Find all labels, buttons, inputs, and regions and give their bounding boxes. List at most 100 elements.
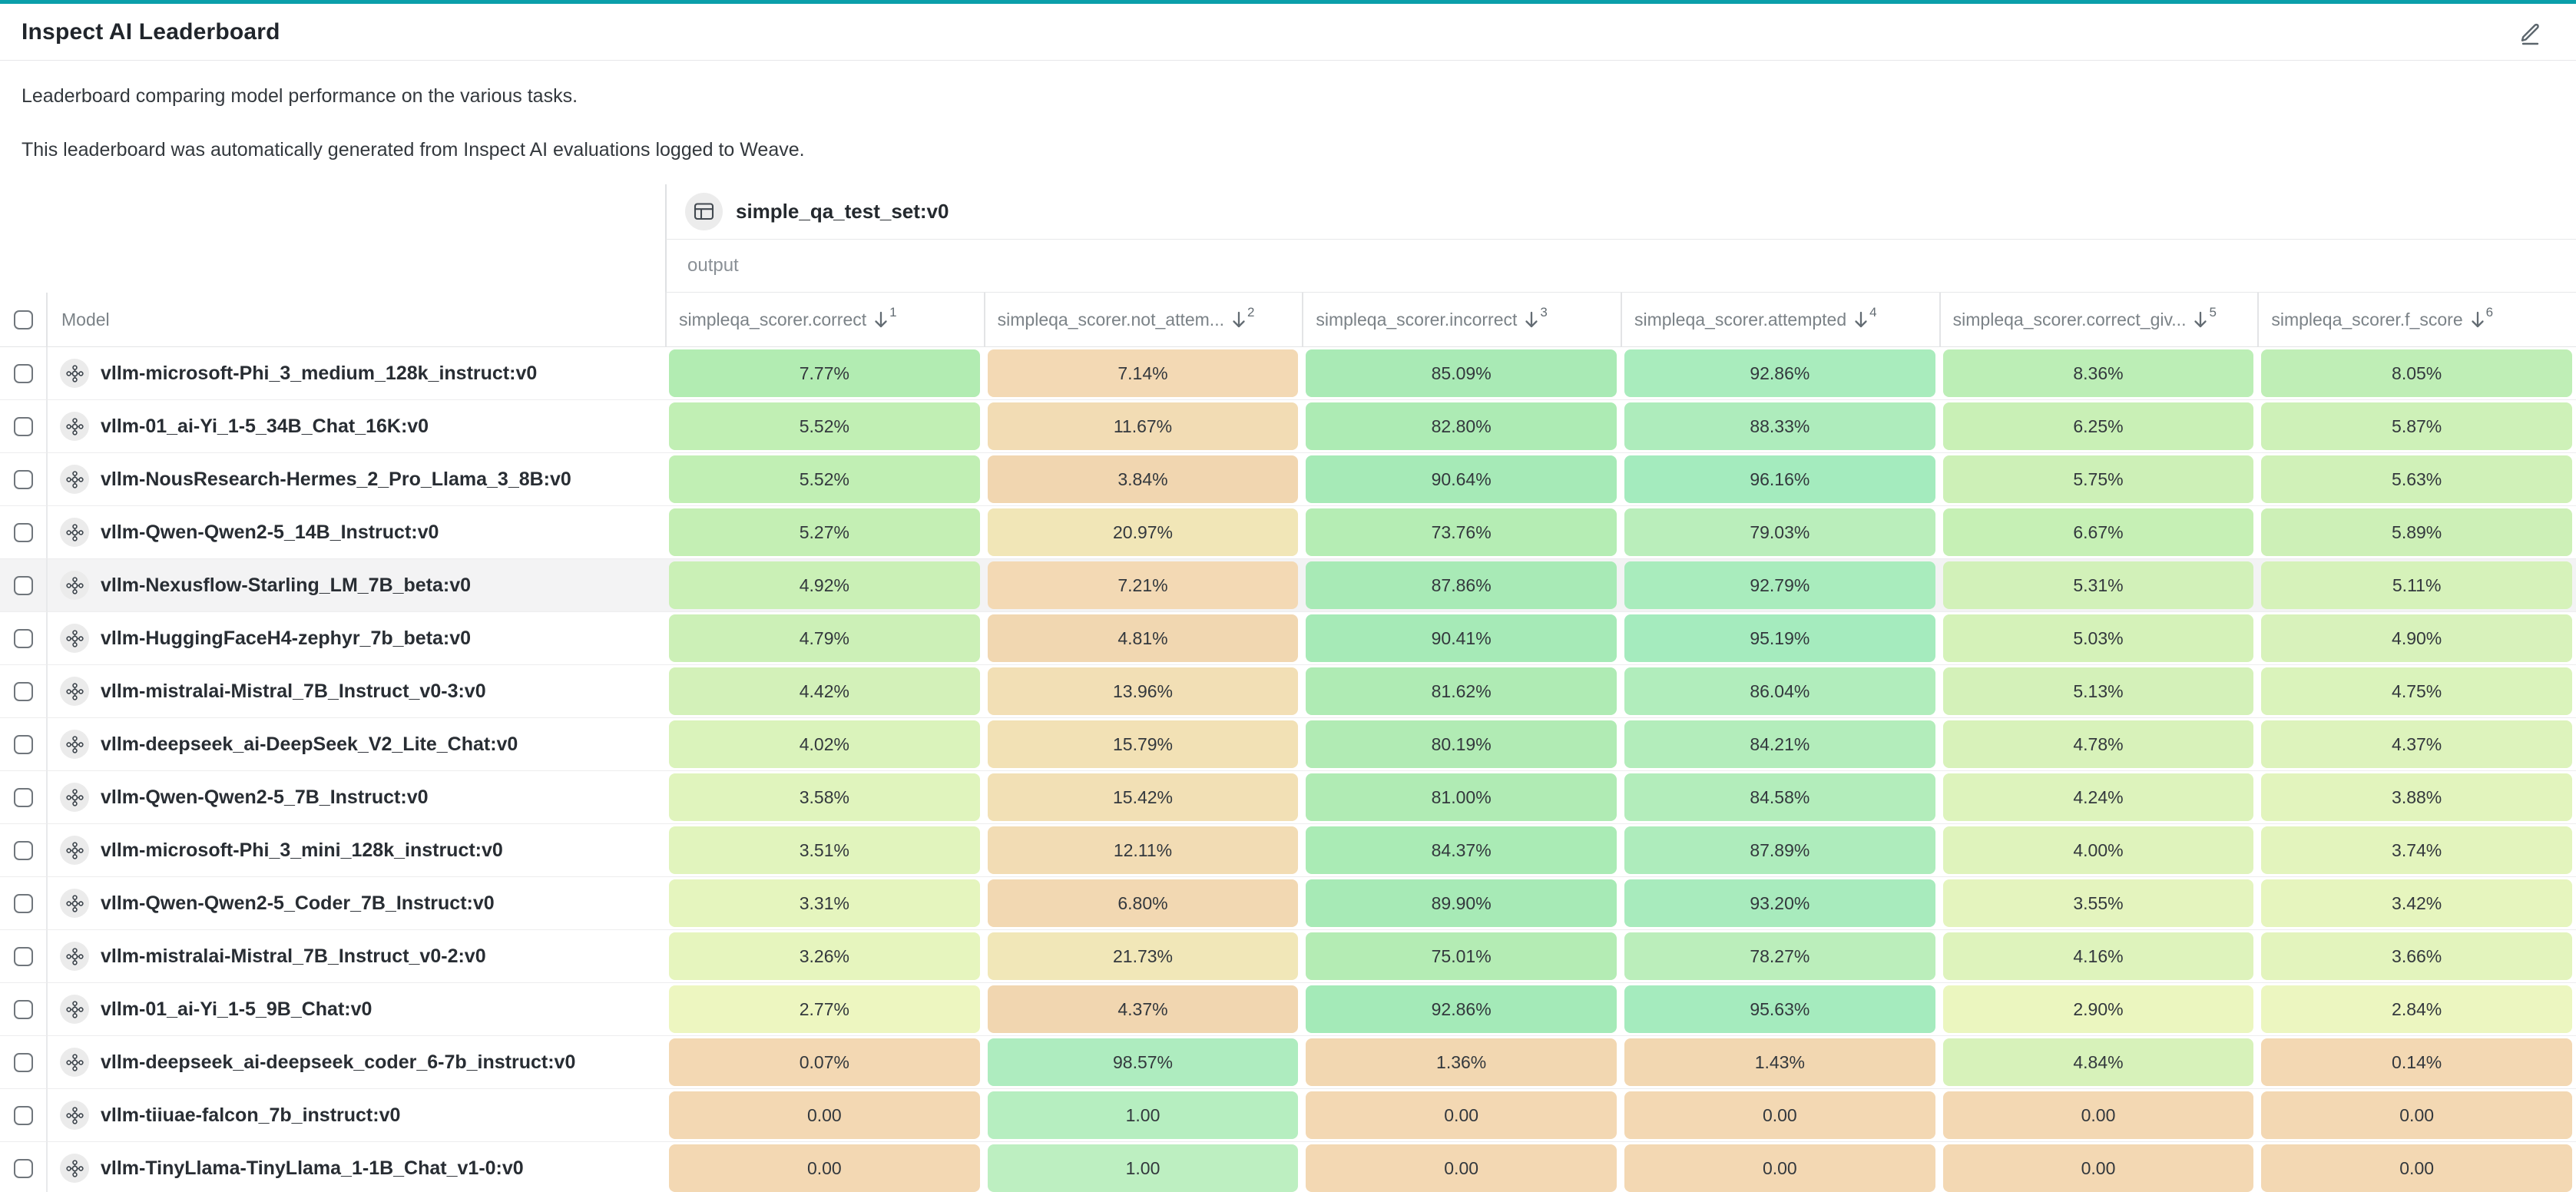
metric-value-chip: 6.25%: [1942, 402, 2254, 450]
metric-value-chip: 0.00: [1624, 1091, 1935, 1139]
metric-value-cell: 0.00: [1621, 1142, 1939, 1192]
model-cell[interactable]: vllm-01_ai-Yi_1-5_9B_Chat:v0: [48, 983, 665, 1036]
pencil-icon: [2516, 18, 2544, 46]
sort-indicator[interactable]: 2: [1230, 305, 1254, 330]
metric-value-chip: 0.00: [669, 1144, 980, 1192]
metric-column-header-1[interactable]: simpleqa_scorer.correct 1: [665, 293, 984, 347]
row-checkbox[interactable]: [13, 999, 33, 1019]
model-cell[interactable]: vllm-deepseek_ai-DeepSeek_V2_Lite_Chat:v…: [48, 718, 665, 771]
row-checkbox[interactable]: [13, 787, 33, 807]
metric-value-cell: 5.52%: [665, 453, 984, 506]
metric-value-chip: 4.02%: [669, 720, 980, 768]
metric-value-cell: 4.78%: [1939, 718, 2258, 771]
metric-value-cell: 3.74%: [2257, 824, 2576, 877]
sort-indicator[interactable]: 3: [1523, 305, 1548, 330]
model-name: vllm-deepseek_ai-DeepSeek_V2_Lite_Chat:v…: [101, 733, 518, 755]
sort-order-number: 1: [889, 304, 897, 320]
metric-value-chip: 5.31%: [1942, 561, 2254, 609]
metric-value-chip: 96.16%: [1624, 455, 1935, 503]
metric-value-chip: 4.84%: [1942, 1038, 2254, 1086]
model-cell[interactable]: vllm-01_ai-Yi_1-5_34B_Chat_16K:v0: [48, 400, 665, 453]
model-icon-circle: [60, 995, 89, 1024]
row-checkbox[interactable]: [13, 681, 33, 701]
select-all-checkbox[interactable]: [13, 310, 33, 329]
model-name: vllm-Qwen-Qwen2-5_14B_Instruct:v0: [101, 521, 439, 543]
row-checkbox[interactable]: [13, 363, 33, 383]
metric-value-cell: 6.80%: [983, 877, 1303, 930]
metric-value-chip: 4.75%: [2261, 667, 2572, 715]
metric-value-cell: 4.79%: [665, 612, 984, 665]
metric-value-cell: 78.27%: [1620, 930, 1939, 983]
sort-indicator[interactable]: 1: [872, 305, 897, 330]
metric-value-chip: 7.77%: [669, 349, 980, 397]
row-checkbox[interactable]: [13, 734, 33, 754]
metric-value-chip: 7.21%: [987, 561, 1299, 609]
model-cell[interactable]: vllm-NousResearch-Hermes_2_Pro_Llama_3_8…: [48, 453, 665, 506]
metric-value-chip: 4.78%: [1942, 720, 2254, 768]
model-cell[interactable]: vllm-tiiuae-falcon_7b_instruct:v0: [48, 1089, 665, 1142]
metric-value-cell: 6.67%: [1939, 506, 2258, 559]
row-checkbox[interactable]: [13, 1052, 33, 1072]
row-checkbox[interactable]: [13, 946, 33, 966]
metric-value-cell: 7.14%: [983, 347, 1303, 400]
sort-indicator[interactable]: 4: [1853, 305, 1877, 330]
model-cell[interactable]: vllm-Nexusflow-Starling_LM_7B_beta:v0: [48, 559, 665, 612]
metric-value-cell: 0.14%: [2257, 1036, 2576, 1089]
metric-column-header-6[interactable]: simpleqa_scorer.f_score 6: [2257, 293, 2576, 347]
sort-indicator[interactable]: 5: [2192, 305, 2217, 330]
metric-value-cell: 6.25%: [1939, 400, 2258, 453]
row-checkbox[interactable]: [13, 1158, 33, 1178]
metric-value-chip: 13.96%: [987, 667, 1299, 715]
model-column-header[interactable]: Model: [48, 293, 665, 347]
model-icon: [65, 682, 84, 700]
sort-desc-arrow-icon: [1523, 310, 1540, 330]
metric-value-chip: 0.00: [1942, 1144, 2254, 1192]
metric-value-cell: 0.00: [2257, 1089, 2576, 1142]
model-cell[interactable]: vllm-Qwen-Qwen2-5_Coder_7B_Instruct:v0: [48, 877, 665, 930]
metric-value-cell: 0.07%: [665, 1036, 984, 1089]
model-icon: [65, 523, 84, 541]
dataset-label: simple_qa_test_set:v0: [736, 200, 949, 223]
metric-value-chip: 87.86%: [1306, 561, 1617, 609]
model-cell[interactable]: vllm-microsoft-Phi_3_mini_128k_instruct:…: [48, 824, 665, 877]
row-checkbox[interactable]: [13, 1105, 33, 1125]
metric-column-header-3[interactable]: simpleqa_scorer.incorrect 3: [1302, 293, 1621, 347]
metric-column-header-2[interactable]: simpleqa_scorer.not_attem... 2: [983, 293, 1303, 347]
dataset-group-header[interactable]: simple_qa_test_set:v0: [665, 184, 2576, 240]
row-checkbox[interactable]: [13, 416, 33, 436]
row-checkbox[interactable]: [13, 840, 33, 860]
model-icon: [65, 1159, 84, 1177]
model-cell[interactable]: vllm-TinyLlama-TinyLlama_1-1B_Chat_v1-0:…: [48, 1142, 665, 1192]
row-checkbox[interactable]: [13, 893, 33, 913]
metric-value-cell: 8.36%: [1939, 347, 2258, 400]
metric-value-cell: 4.37%: [983, 983, 1303, 1036]
model-icon-circle: [60, 624, 89, 653]
row-checkbox[interactable]: [13, 522, 33, 542]
metric-value-chip: 5.89%: [2261, 508, 2572, 556]
model-icon: [65, 364, 84, 382]
sort-indicator[interactable]: 6: [2469, 305, 2493, 330]
model-name: vllm-microsoft-Phi_3_medium_128k_instruc…: [101, 362, 538, 384]
metric-value-cell: 0.00: [1939, 1142, 2258, 1192]
model-cell[interactable]: vllm-microsoft-Phi_3_medium_128k_instruc…: [48, 347, 665, 400]
metric-value-chip: 0.00: [1306, 1144, 1617, 1192]
metric-value-cell: 0.00: [1620, 1089, 1939, 1142]
row-checkbox[interactable]: [13, 575, 33, 595]
metric-value-cell: 92.86%: [1620, 347, 1939, 400]
metric-value-cell: 8.05%: [2257, 347, 2576, 400]
edit-leaderboard-button[interactable]: [2513, 15, 2547, 49]
model-icon: [65, 417, 84, 435]
model-cell[interactable]: vllm-deepseek_ai-deepseek_coder_6-7b_ins…: [48, 1036, 665, 1089]
model-cell[interactable]: vllm-mistralai-Mistral_7B_Instruct_v0-3:…: [48, 665, 665, 718]
metric-value-chip: 0.14%: [2261, 1038, 2572, 1086]
model-cell[interactable]: vllm-Qwen-Qwen2-5_14B_Instruct:v0: [48, 506, 665, 559]
metric-column-header-5[interactable]: simpleqa_scorer.correct_giv... 5: [1939, 293, 2258, 347]
row-checkbox[interactable]: [13, 469, 33, 489]
model-cell[interactable]: vllm-HuggingFaceH4-zephyr_7b_beta:v0: [48, 612, 665, 665]
model-cell[interactable]: vllm-mistralai-Mistral_7B_Instruct_v0-2:…: [48, 930, 665, 983]
row-checkbox[interactable]: [13, 628, 33, 648]
metric-column-header-4[interactable]: simpleqa_scorer.attempted 4: [1620, 293, 1939, 347]
model-cell[interactable]: vllm-Qwen-Qwen2-5_7B_Instruct:v0: [48, 771, 665, 824]
metric-value-chip: 4.37%: [987, 985, 1299, 1033]
metric-value-chip: 3.31%: [669, 879, 980, 927]
